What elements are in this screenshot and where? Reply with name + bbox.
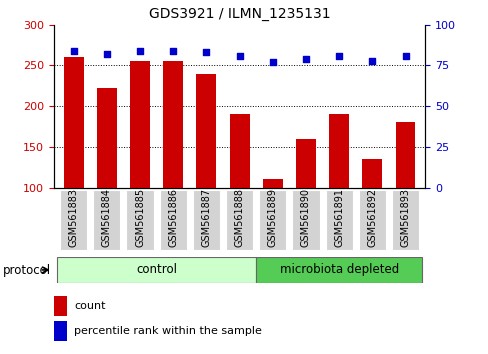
Bar <box>130 62 150 188</box>
Point <box>335 53 343 58</box>
Text: GSM561888: GSM561888 <box>234 188 244 247</box>
Text: GSM561887: GSM561887 <box>201 188 211 247</box>
FancyBboxPatch shape <box>256 257 421 282</box>
Point <box>235 53 243 58</box>
FancyBboxPatch shape <box>192 190 220 251</box>
Text: GSM561886: GSM561886 <box>168 188 178 247</box>
Bar <box>163 62 183 188</box>
Bar <box>229 114 249 188</box>
FancyBboxPatch shape <box>225 190 253 251</box>
Bar <box>54 321 67 341</box>
Point <box>136 48 143 54</box>
FancyBboxPatch shape <box>259 190 286 251</box>
Point <box>202 50 210 55</box>
FancyBboxPatch shape <box>93 190 120 251</box>
Point <box>367 58 375 63</box>
Point <box>103 51 111 57</box>
FancyBboxPatch shape <box>325 190 352 251</box>
Point <box>70 48 78 54</box>
Text: GSM561885: GSM561885 <box>135 188 145 247</box>
Bar <box>395 122 415 188</box>
Bar <box>97 88 117 188</box>
Point <box>169 48 177 54</box>
FancyBboxPatch shape <box>57 257 256 282</box>
Bar <box>362 159 382 188</box>
Bar <box>328 114 348 188</box>
Title: GDS3921 / ILMN_1235131: GDS3921 / ILMN_1235131 <box>148 7 330 21</box>
Bar <box>263 179 282 188</box>
Text: microbiota depleted: microbiota depleted <box>279 263 398 276</box>
Point <box>268 59 276 65</box>
Text: GSM561892: GSM561892 <box>366 188 377 247</box>
FancyBboxPatch shape <box>391 190 418 251</box>
Text: GSM561884: GSM561884 <box>102 188 112 247</box>
FancyBboxPatch shape <box>159 190 186 251</box>
Bar <box>63 57 83 188</box>
Text: protocol: protocol <box>2 264 50 276</box>
Bar <box>54 296 67 316</box>
Text: GSM561891: GSM561891 <box>333 188 344 247</box>
Text: GSM561890: GSM561890 <box>300 188 310 247</box>
Text: GSM561893: GSM561893 <box>400 188 410 247</box>
Text: GSM561889: GSM561889 <box>267 188 277 247</box>
Text: GSM561883: GSM561883 <box>68 188 79 247</box>
Bar <box>196 74 216 188</box>
Point <box>401 53 408 58</box>
Bar <box>295 139 315 188</box>
Text: control: control <box>136 263 177 276</box>
FancyBboxPatch shape <box>358 190 385 251</box>
FancyBboxPatch shape <box>126 190 153 251</box>
Text: percentile rank within the sample: percentile rank within the sample <box>74 326 262 336</box>
FancyBboxPatch shape <box>60 190 87 251</box>
FancyBboxPatch shape <box>292 190 319 251</box>
Text: count: count <box>74 301 105 311</box>
Point <box>302 56 309 62</box>
